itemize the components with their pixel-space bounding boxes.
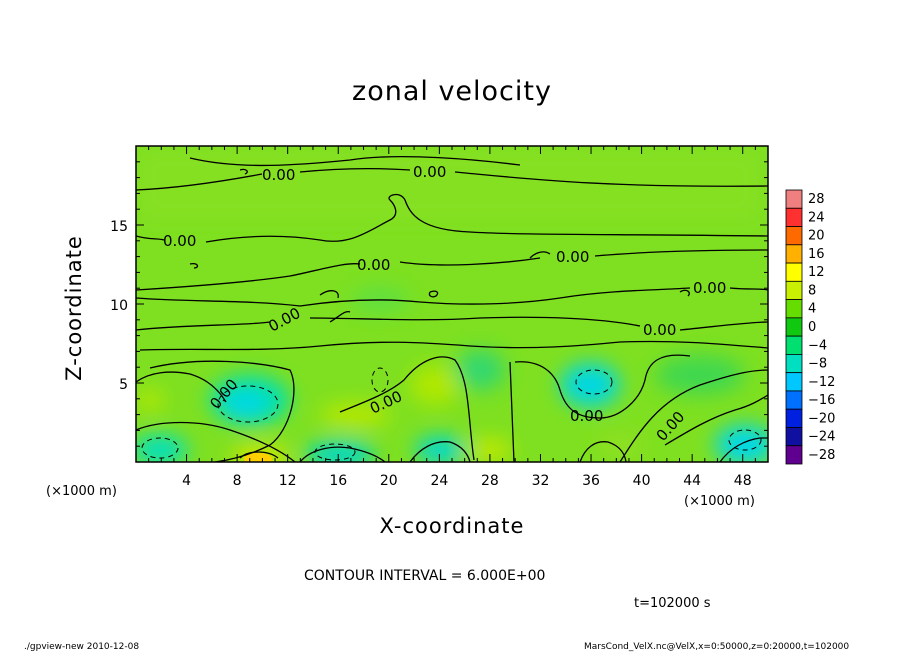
- y-axis-label: Z-coordinate: [62, 235, 86, 381]
- colorbar-level-label: −8: [808, 357, 827, 372]
- colorbar-swatch: [785, 335, 803, 355]
- x-tick-label: 48: [734, 473, 752, 489]
- x-tick-label: 8: [233, 473, 242, 489]
- contour-label: 0.00: [163, 232, 196, 250]
- colorbar: [785, 189, 803, 465]
- colorbar-level-label: 24: [808, 210, 825, 225]
- time-annotation: t=102000 s: [634, 596, 711, 611]
- colorbar-swatch: [785, 408, 803, 428]
- contour-label: 0.00: [643, 321, 676, 339]
- x-tick-label: 44: [683, 473, 701, 489]
- x-axis-label: X-coordinate: [0, 514, 904, 538]
- colorbar-swatch: [785, 427, 803, 447]
- contour-label: 0.00: [262, 166, 295, 184]
- colorbar-level-label: −24: [808, 430, 835, 445]
- colorbar-swatch: [785, 226, 803, 246]
- chart-title: zonal velocity: [352, 76, 552, 107]
- colorbar-swatch: [785, 317, 803, 337]
- y-tick-label: 10: [110, 298, 128, 314]
- colorbar-level-label: −20: [808, 411, 835, 426]
- contour-label: 0.00: [693, 279, 726, 297]
- colorbar-swatch: [785, 189, 803, 209]
- colorbar-level-label: 16: [808, 247, 825, 262]
- x-tick-label: 28: [481, 473, 499, 489]
- footer-right: MarsCond_VelX.nc@VelX,x=0:50000,z=0:2000…: [584, 642, 850, 652]
- contour-label: 0.00: [413, 163, 446, 181]
- x-axis-label-text: X-coordinate: [379, 514, 525, 538]
- colorbar-level-label: −28: [808, 448, 835, 463]
- colorbar-level-label: 0: [808, 320, 816, 335]
- colorbar-swatch: [785, 353, 803, 374]
- colorbar-swatch: [785, 372, 803, 392]
- colorbar-swatch: [785, 390, 803, 410]
- colorbar-level-label: 4: [808, 302, 816, 317]
- y-tick-label: 15: [110, 219, 128, 235]
- x-tick-labels: 4 8 12 16 20 24 28 32 36 40 44 48: [182, 473, 752, 489]
- footer-left: ./gpview-new 2010-12-08: [24, 642, 140, 652]
- x-tick-label: 4: [182, 473, 191, 489]
- y-tick-label: 5: [119, 377, 128, 393]
- colorbar-swatch: [785, 262, 803, 282]
- colorbar-level-label: 20: [808, 229, 825, 244]
- contour-lines: [136, 155, 768, 462]
- x-tick-label: 20: [380, 473, 398, 489]
- contour-interval-text: CONTOUR INTERVAL = 6.000E+00: [304, 568, 546, 584]
- colorbar-swatch: [785, 445, 803, 465]
- x-tick-label: 32: [532, 473, 550, 489]
- colorbar-level-label: −12: [808, 375, 835, 390]
- x-tick-label: 16: [329, 473, 347, 489]
- x-tick-label: 36: [582, 473, 600, 489]
- x-tick-label: 24: [430, 473, 448, 489]
- negative-contours: [141, 367, 762, 461]
- x-unit-label-left: (×1000 m): [46, 484, 117, 499]
- colorbar-level-label: 28: [808, 192, 825, 207]
- contour-label: 0.00: [556, 248, 589, 266]
- contour-label: 0.00: [570, 407, 603, 425]
- colorbar-swatch: [785, 207, 803, 227]
- colorbar-level-label: −16: [808, 393, 835, 408]
- x-tick-label: 12: [279, 473, 297, 489]
- colorbar-swatch: [785, 244, 803, 264]
- x-unit-label-right: (×1000 m): [684, 494, 755, 509]
- colorbar-swatch: [785, 299, 803, 319]
- colorbar-swatch: [785, 280, 803, 301]
- y-tick-labels: 5 10 15: [110, 219, 128, 393]
- colorbar-level-label: −4: [808, 338, 827, 353]
- colorbar-level-label: 12: [808, 265, 825, 280]
- colorbar-labels: 28 24 20 16 12 8 4 0 −4 −8 −12 −16 −20 −24 −28: [808, 192, 835, 463]
- contour-label: 0.00: [357, 256, 390, 274]
- axis-ticks: [136, 146, 768, 462]
- x-tick-label: 40: [633, 473, 651, 489]
- colorbar-level-label: 8: [808, 283, 816, 298]
